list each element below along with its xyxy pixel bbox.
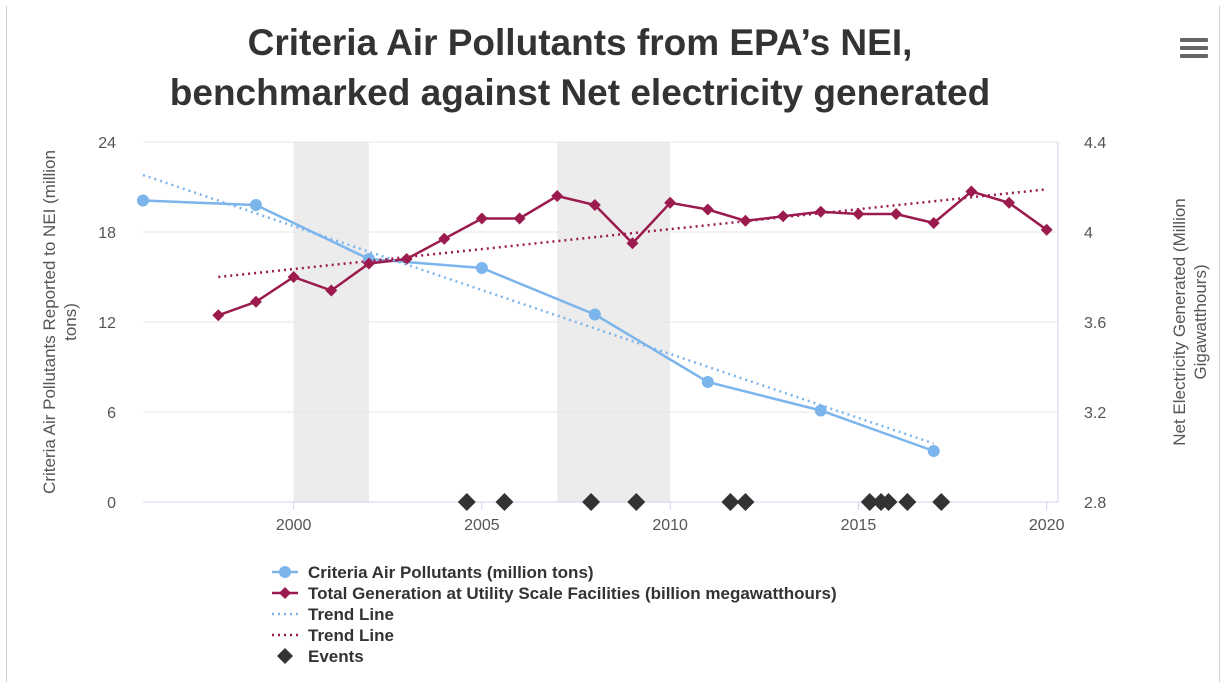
generation-point [739, 214, 752, 227]
pollutants-point [927, 445, 940, 457]
generation-point [287, 271, 300, 283]
x-tick-label: 2015 [841, 517, 877, 534]
legend-symbol-event [277, 648, 293, 664]
x-tick-label: 2000 [276, 517, 312, 534]
event-marker [582, 493, 601, 511]
y-left-tick-label: 24 [98, 135, 116, 152]
x-tick-label: 2005 [464, 517, 500, 534]
y-right-tick-label: 2.8 [1084, 495, 1106, 512]
y-left-tick-label: 0 [107, 495, 116, 512]
legend-label: Trend Line [308, 626, 394, 645]
legend-item-3[interactable]: Trend Line [272, 626, 394, 645]
legend-symbol-diamond [279, 587, 291, 599]
generation-point [777, 210, 790, 223]
axes: 0 6 12 18 24 2.8 3.2 3.6 4 4.4 2000 2005 2010 2015 202… [40, 135, 1210, 534]
legend-item-4[interactable]: Events [277, 647, 364, 666]
generation-point [927, 217, 940, 229]
x-tick-label: 2020 [1029, 517, 1065, 534]
y-left-axis-title: Criteria Air Pollutants Reported to NEI … [40, 150, 80, 494]
legend-label: Trend Line [308, 605, 394, 624]
y-right-tick-label: 4 [1084, 225, 1093, 242]
y-left-tick-label: 12 [98, 315, 116, 332]
legend-label: Events [308, 647, 364, 666]
event-marker [860, 493, 879, 511]
y-left-tick-label: 18 [98, 225, 116, 242]
y-right-tick-label: 3.2 [1084, 405, 1106, 422]
generation-point [852, 208, 865, 220]
generation-point [362, 257, 375, 270]
generation-point [890, 208, 903, 220]
pollutants-point [814, 404, 827, 417]
event-marker [736, 493, 755, 511]
generation-point [551, 190, 564, 202]
pollutants-point [701, 376, 714, 388]
event-marker [457, 493, 476, 511]
chart-title: Criteria Air Pollutants from EPA’s NEI, … [40, 18, 1120, 118]
generation-point [626, 237, 639, 250]
trend-line-2 [142, 173, 935, 445]
y-right-tick-label: 3.6 [1084, 315, 1106, 332]
generation-point [1003, 196, 1016, 209]
y-left-axis-title-line: Criteria Air Pollutants Reported to NEI … [40, 150, 59, 494]
generation-point [513, 212, 526, 225]
hamburger-menu-icon[interactable] [1172, 30, 1212, 70]
y-right-axis-title: Net Electricity Generated (Million Gigawa… [1170, 198, 1210, 446]
pollutants-line [142, 199, 935, 453]
y-right-tick-label: 4.4 [1084, 135, 1106, 152]
generation-point [664, 196, 677, 209]
legend-label: Criteria Air Pollutants (million tons) [308, 563, 594, 582]
generation-point [475, 212, 488, 225]
pollutants-point [588, 308, 601, 321]
generation-point [588, 199, 601, 211]
y-right-axis-title-line: Net Electricity Generated (Million [1170, 198, 1189, 446]
event-marker [932, 493, 951, 511]
generation-point [965, 185, 978, 198]
generation-point [325, 284, 338, 297]
generation-point [1040, 223, 1053, 236]
pollutants-point [249, 199, 262, 211]
generation-point [814, 205, 827, 218]
chart-title-line-2: benchmarked against Net electricity gene… [169, 72, 991, 113]
grid-lines [143, 141, 1058, 413]
generation-point [249, 295, 262, 308]
trend-line-3 [218, 188, 1047, 279]
legend-label: Total Generation at Utility Scale Facili… [308, 584, 837, 603]
legend-symbol-circle [279, 566, 291, 578]
y-left-tick-label: 6 [107, 405, 116, 422]
legend-item-2[interactable]: Trend Line [272, 605, 394, 624]
chart-title-line-1: Criteria Air Pollutants from EPA’s NEI, [247, 22, 913, 63]
event-marker [627, 493, 646, 511]
legend[interactable]: Criteria Air Pollutants (million tons) To… [272, 563, 837, 666]
chart-frame [6, 6, 1220, 682]
event-marker [879, 493, 898, 511]
generation-point [438, 232, 451, 245]
y-right-axis-title-line: Gigawatthours) [1191, 264, 1210, 379]
pollutants-point [137, 194, 149, 207]
event-marker [721, 493, 740, 511]
event-marker [898, 493, 917, 511]
generation-point [212, 309, 225, 322]
legend-item-1[interactable]: Total Generation at Utility Scale Facili… [272, 584, 837, 603]
generation-point [701, 203, 714, 216]
y-left-axis-title-line: tons) [61, 303, 80, 341]
pollutants-point [475, 262, 488, 274]
event-marker [495, 493, 514, 511]
series-layer [137, 173, 1053, 511]
legend-item-0[interactable]: Criteria Air Pollutants (million tons) [272, 563, 594, 582]
x-tick-label: 2010 [652, 517, 688, 534]
